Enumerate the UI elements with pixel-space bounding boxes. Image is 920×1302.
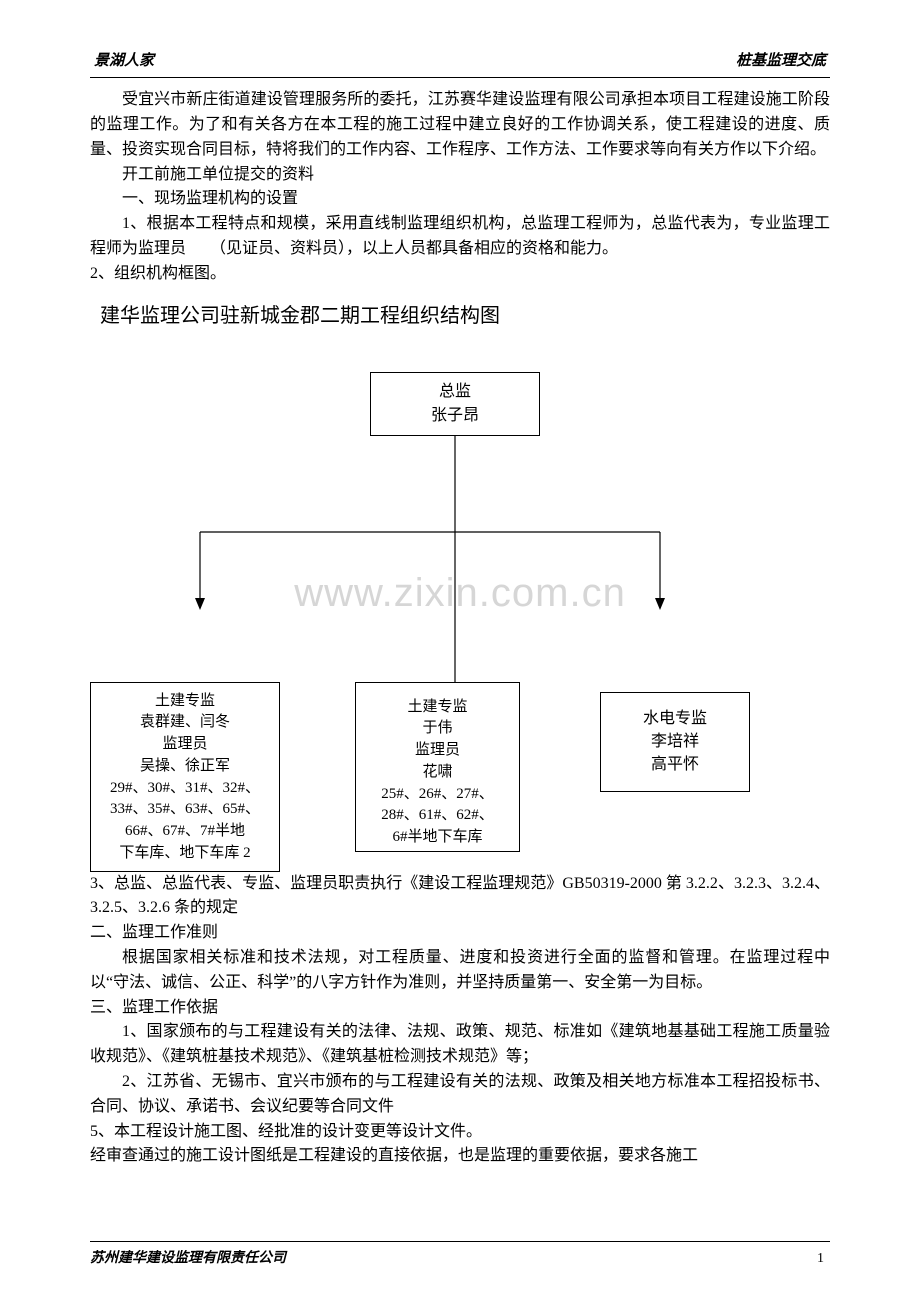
section-heading: 二、监理工作准则 bbox=[90, 921, 830, 946]
role-label: 监理员 bbox=[162, 734, 207, 756]
paragraph: 3、总监、总监代表、专监、监理员职责执行《建设工程监理规范》GB50319-20… bbox=[90, 872, 830, 922]
paragraph: 受宜兴市新庄街道建设管理服务所的委托，江苏赛华建设监理有限公司承担本项目工程建设… bbox=[90, 88, 830, 162]
org-chart: www.zixin.com.cn 总监 张子昂 土建专监 袁群建、闫冬 监理员 … bbox=[90, 342, 830, 872]
org-node-mep: 水电专监 李培祥 高平怀 bbox=[600, 692, 750, 792]
person-name: 花啸 bbox=[422, 762, 452, 784]
scope-text: 29#、30#、31#、32#、 bbox=[110, 778, 260, 800]
person-name: 于伟 bbox=[422, 718, 452, 740]
role-label: 水电专监 bbox=[643, 707, 707, 730]
footer-company: 苏州建华建设监理有限责任公司 bbox=[90, 1248, 286, 1270]
scope-text: 66#、67#、7#半地 bbox=[125, 821, 245, 843]
role-label: 土建专监 bbox=[155, 691, 215, 713]
page-number: 1 bbox=[817, 1248, 830, 1270]
page-footer: 苏州建华建设监理有限责任公司 1 bbox=[90, 1241, 830, 1270]
person-name: 李培祥 bbox=[651, 730, 699, 753]
scope-text: 6#半地下车库 bbox=[392, 827, 482, 849]
document-body-cont: 3、总监、总监代表、专监、监理员职责执行《建设工程监理规范》GB50319-20… bbox=[90, 872, 830, 1170]
page-header: 景湖人家 桩基监理交底 bbox=[90, 50, 830, 78]
paragraph: 开工前施工单位提交的资料 bbox=[90, 163, 830, 188]
paragraph: 1、国家颁布的与工程建设有关的法律、法规、政策、规范、标准如《建筑地基基础工程施… bbox=[90, 1020, 830, 1070]
person-name: 高平怀 bbox=[651, 753, 699, 776]
scope-text: 33#、35#、63#、65#、 bbox=[110, 799, 260, 821]
header-right: 桩基监理交底 bbox=[736, 50, 826, 73]
person-name: 吴操、徐正军 bbox=[140, 756, 230, 778]
paragraph: 经审查通过的施工设计图纸是工程建设的直接依据，也是监理的重要依据，要求各施工 bbox=[90, 1144, 830, 1169]
section-heading: 三、监理工作依据 bbox=[90, 996, 830, 1021]
document-body: 受宜兴市新庄街道建设管理服务所的委托，江苏赛华建设监理有限公司承担本项目工程建设… bbox=[90, 88, 830, 331]
person-name: 张子昂 bbox=[431, 404, 479, 427]
org-chart-title: 建华监理公司驻新城金郡二期工程组织结构图 bbox=[100, 301, 830, 332]
paragraph: 根据国家相关标准和技术法规，对工程质量、进度和投资进行全面的监督和管理。在监理过… bbox=[90, 946, 830, 996]
header-left: 景湖人家 bbox=[94, 50, 154, 73]
role-label: 土建专监 bbox=[407, 697, 467, 719]
section-heading: 一、现场监理机构的设置 bbox=[90, 187, 830, 212]
paragraph: 1、根据本工程特点和规模，采用直线制监理组织机构，总监理工程师为，总监代表为，专… bbox=[90, 212, 830, 262]
org-node-director: 总监 张子昂 bbox=[370, 372, 540, 436]
role-label: 监理员 bbox=[415, 740, 460, 762]
org-node-civil-2: 土建专监 于伟 监理员 花啸 25#、26#、27#、 28#、61#、62#、… bbox=[355, 682, 520, 852]
scope-text: 25#、26#、27#、 bbox=[381, 784, 494, 806]
paragraph: 5、本工程设计施工图、经批准的设计变更等设计文件。 bbox=[90, 1120, 830, 1145]
person-name: 袁群建、闫冬 bbox=[140, 712, 230, 734]
scope-text: 28#、61#、62#、 bbox=[381, 805, 494, 827]
paragraph: 2、江苏省、无锡市、宜兴市颁布的与工程建设有关的法规、政策及相关地方标准本工程招… bbox=[90, 1070, 830, 1120]
scope-text: 下车库、地下车库 2 bbox=[119, 843, 250, 865]
paragraph: 2、组织机构框图。 bbox=[90, 262, 830, 287]
org-node-civil-1: 土建专监 袁群建、闫冬 监理员 吴操、徐正军 29#、30#、31#、32#、 … bbox=[90, 682, 280, 872]
role-label: 总监 bbox=[439, 380, 471, 403]
